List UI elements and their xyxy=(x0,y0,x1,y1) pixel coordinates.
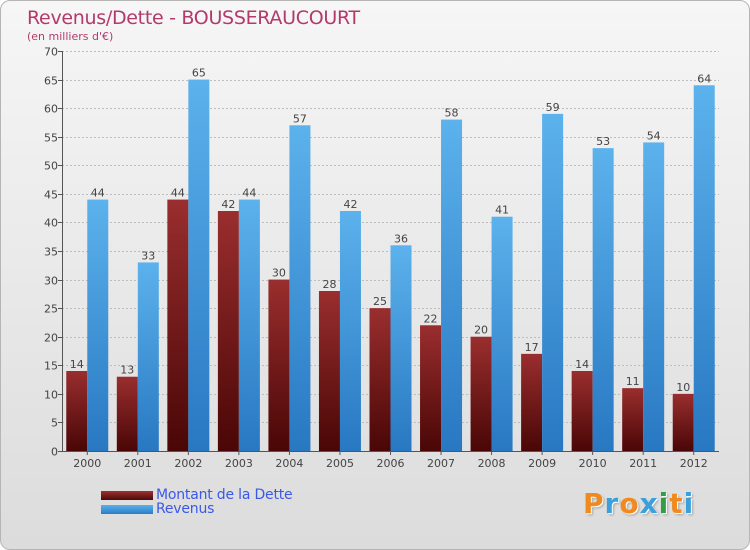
bar-dette xyxy=(167,199,189,451)
proxiti-logo: Proxiti xyxy=(583,487,694,520)
bar-dette xyxy=(420,325,442,451)
data-label: 65 xyxy=(192,67,206,80)
data-label: 42 xyxy=(343,198,357,211)
bar-revenus xyxy=(87,199,109,451)
data-label: 14 xyxy=(575,358,589,371)
x-tick-label: 2010 xyxy=(579,457,607,470)
x-tick-label: 2004 xyxy=(275,457,303,470)
data-label: 17 xyxy=(525,341,539,354)
y-tick-label: 50 xyxy=(44,160,58,173)
bar-dette xyxy=(369,308,391,451)
bar-dette xyxy=(217,211,239,451)
bar-revenus xyxy=(238,199,260,451)
x-tick-label: 2005 xyxy=(326,457,354,470)
legend-swatch-dette xyxy=(101,490,153,500)
x-tick-label: 2002 xyxy=(174,457,202,470)
data-label: 44 xyxy=(171,187,185,200)
chart-title: Revenus/Dette - BOUSSERAUCOURT xyxy=(27,7,360,29)
data-label: 14 xyxy=(70,358,84,371)
data-label: 33 xyxy=(141,249,155,262)
data-label: 10 xyxy=(676,381,690,394)
data-label: 44 xyxy=(242,187,256,200)
y-tick-label: 20 xyxy=(44,332,58,345)
data-label: 59 xyxy=(546,101,560,114)
data-label: 20 xyxy=(474,324,488,337)
bar-revenus xyxy=(390,245,412,451)
data-label: 44 xyxy=(91,187,105,200)
data-label: 11 xyxy=(626,375,640,388)
bar-revenus xyxy=(339,211,361,451)
bar-dette xyxy=(66,371,88,451)
bar-revenus xyxy=(441,119,463,452)
x-tick-label: 2011 xyxy=(629,457,657,470)
bar-revenus xyxy=(643,142,665,451)
bar-dette xyxy=(470,336,492,451)
x-tick-label: 2001 xyxy=(124,457,152,470)
data-label: 58 xyxy=(445,107,459,120)
legend-item-revenus: Revenus xyxy=(101,501,215,517)
data-label: 36 xyxy=(394,232,408,245)
data-label: 25 xyxy=(373,295,387,308)
data-label: 42 xyxy=(221,198,235,211)
y-tick-label: 65 xyxy=(44,75,58,88)
logo-letter: x xyxy=(639,487,659,520)
x-tick-label: 2006 xyxy=(377,457,405,470)
legend-label-dette: Montant de la Dette xyxy=(156,487,293,503)
bar-revenus xyxy=(542,113,564,451)
x-tick-label: 2012 xyxy=(680,457,708,470)
y-tick-label: 30 xyxy=(44,275,58,288)
data-label: 53 xyxy=(596,135,610,148)
bar-dette xyxy=(622,388,644,451)
y-tick-label: 10 xyxy=(44,389,58,402)
bar-revenus xyxy=(592,148,614,451)
y-tick-label: 60 xyxy=(44,103,58,116)
y-tick-label: 25 xyxy=(44,303,58,316)
data-label: 41 xyxy=(495,204,509,217)
x-tick-label: 2003 xyxy=(225,457,253,470)
data-label: 54 xyxy=(647,129,661,142)
bar-dette xyxy=(672,393,694,451)
bar-dette xyxy=(571,371,593,451)
logo-letter: i xyxy=(658,487,670,520)
legend-item-dette: Montant de la Dette xyxy=(101,487,293,503)
bar-dette xyxy=(268,279,290,451)
logo-letter: P xyxy=(583,487,605,520)
bar-dette xyxy=(318,291,340,451)
bar-revenus xyxy=(693,85,715,452)
bar-revenus xyxy=(188,79,210,452)
bar-revenus xyxy=(137,262,159,451)
y-tick-label: 35 xyxy=(44,246,58,259)
y-tick-label: 45 xyxy=(44,189,58,202)
bar-dette xyxy=(116,376,138,451)
bar-revenus xyxy=(289,125,311,452)
legend-label-revenus: Revenus xyxy=(156,501,215,517)
bar-dette xyxy=(521,353,543,451)
data-label: 30 xyxy=(272,267,286,280)
y-tick-label: 0 xyxy=(51,446,58,459)
data-label: 22 xyxy=(424,312,438,325)
legend-swatch-revenus xyxy=(101,504,153,514)
x-tick-label: 2008 xyxy=(478,457,506,470)
data-label: 28 xyxy=(322,278,336,291)
chart-subtitle: (en milliers d'€) xyxy=(27,30,114,43)
x-tick-label: 2007 xyxy=(427,457,455,470)
data-label: 57 xyxy=(293,112,307,125)
logo-letter: t xyxy=(669,487,684,520)
y-tick-label: 5 xyxy=(51,417,58,430)
x-tick-label: 2000 xyxy=(73,457,101,470)
y-tick-label: 70 xyxy=(44,46,58,59)
logo-letter: o xyxy=(619,487,640,520)
y-tick-label: 55 xyxy=(44,132,58,145)
bar-revenus xyxy=(491,216,513,451)
data-label: 13 xyxy=(120,364,134,377)
y-tick-label: 15 xyxy=(44,360,58,373)
y-tick-label: 40 xyxy=(44,217,58,230)
logo-letter: i xyxy=(683,487,695,520)
data-label: 64 xyxy=(697,72,711,85)
x-tick-label: 2009 xyxy=(528,457,556,470)
logo-letter: r xyxy=(604,487,620,520)
